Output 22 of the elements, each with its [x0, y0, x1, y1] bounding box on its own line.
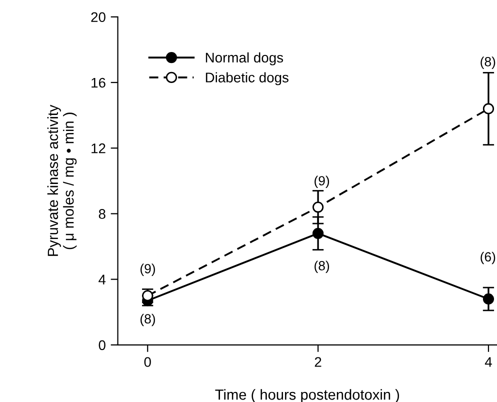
y-tick-label: 4	[98, 274, 106, 284]
y-tick-label: 8	[98, 209, 106, 219]
x-tick-label: 0	[144, 357, 151, 367]
point	[312, 202, 324, 213]
y-tick-label: 16	[92, 78, 106, 88]
y-tick-label: 0	[98, 340, 106, 350]
y-tick-label: 12	[92, 143, 106, 154]
legend-label: Diabetic dogs	[206, 72, 288, 86]
annotation: (6)	[480, 252, 496, 264]
annotation: (8)	[314, 260, 330, 273]
x-tick-label: 2	[314, 357, 322, 367]
point	[482, 293, 494, 305]
point	[482, 103, 494, 114]
point	[312, 228, 324, 239]
y-axis-title: Pyruvate kinase activity ( μ moles / mg • min )	[47, 104, 77, 256]
annotation: (8)	[480, 56, 496, 69]
annotation: (8)	[140, 314, 155, 326]
annotation: (9)	[314, 176, 330, 188]
legend-label: Normal dogs	[206, 52, 284, 66]
x-tick-label: 4	[484, 357, 492, 367]
y-tick-label: 20	[91, 12, 106, 22]
annotation: (9)	[140, 264, 155, 276]
